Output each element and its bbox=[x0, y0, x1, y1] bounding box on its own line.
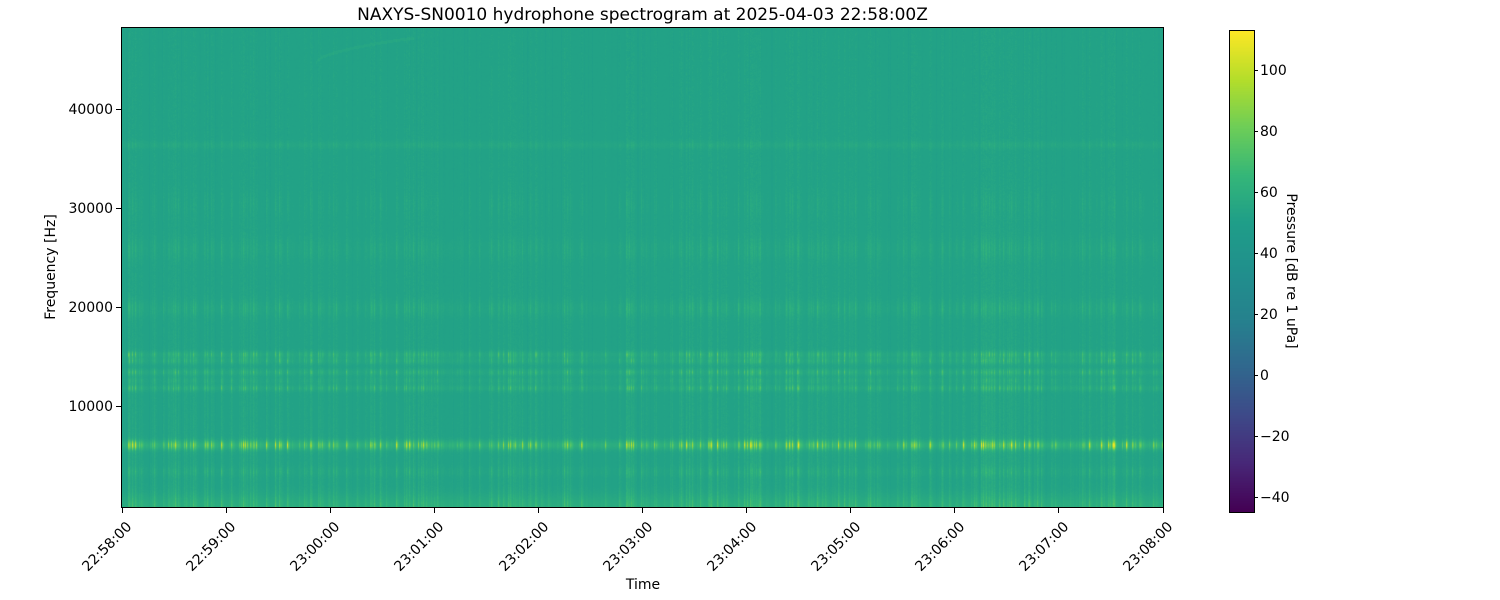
y-tick bbox=[116, 109, 121, 111]
y-tick bbox=[116, 307, 121, 309]
colorbar bbox=[1229, 30, 1255, 513]
colorbar-tick bbox=[1254, 436, 1258, 438]
x-tick-label: 23:04:00 bbox=[704, 519, 760, 575]
colorbar-tick bbox=[1254, 314, 1258, 316]
x-tick-label: 23:01:00 bbox=[391, 519, 448, 575]
x-tick bbox=[1058, 508, 1060, 513]
colorbar-tick-label: 0 bbox=[1260, 367, 1269, 384]
x-tick bbox=[225, 508, 227, 513]
x-tick-label: 23:03:00 bbox=[600, 519, 656, 575]
x-tick-label: 22:59:00 bbox=[183, 519, 240, 575]
colorbar-label: Pressure [dB re 1 uPa] bbox=[1283, 193, 1299, 349]
colorbar-tick bbox=[1254, 253, 1258, 255]
y-tick-label: 20000 bbox=[68, 299, 113, 316]
y-tick-label: 10000 bbox=[68, 398, 113, 415]
colorbar-tick-label: 40 bbox=[1260, 245, 1278, 262]
x-tick bbox=[433, 508, 435, 513]
colorbar-tick-label: 60 bbox=[1260, 184, 1278, 201]
x-tick-label: 22:58:00 bbox=[79, 519, 136, 575]
colorbar-tick bbox=[1254, 192, 1258, 194]
colorbar-tick-label: 80 bbox=[1260, 123, 1278, 140]
colorbar-tick-label: −20 bbox=[1260, 428, 1290, 445]
colorbar-tick-label: 20 bbox=[1260, 306, 1278, 323]
x-tick bbox=[329, 508, 331, 513]
x-tick-label: 23:08:00 bbox=[1120, 519, 1177, 575]
colorbar-tick bbox=[1254, 131, 1258, 133]
x-tick-label: 23:06:00 bbox=[912, 519, 969, 575]
spectrogram-heatmap bbox=[122, 28, 1163, 507]
y-tick bbox=[116, 406, 121, 408]
plot-area bbox=[121, 27, 1164, 508]
colorbar-tick bbox=[1254, 375, 1258, 377]
colorbar-tick bbox=[1254, 70, 1258, 72]
x-tick bbox=[1162, 508, 1164, 513]
y-tick-label: 40000 bbox=[68, 101, 113, 118]
x-tick bbox=[121, 508, 123, 513]
x-tick-label: 23:00:00 bbox=[287, 519, 344, 575]
colorbar-tick-label: −40 bbox=[1260, 489, 1290, 506]
x-tick-label: 23:02:00 bbox=[495, 519, 552, 575]
x-tick bbox=[954, 508, 956, 513]
y-tick-label: 30000 bbox=[68, 200, 113, 217]
x-tick bbox=[537, 508, 539, 513]
chart-title: NAXYS-SN0010 hydrophone spectrogram at 2… bbox=[357, 5, 928, 25]
x-tick bbox=[746, 508, 748, 513]
y-tick bbox=[116, 208, 121, 210]
x-tick-label: 23:07:00 bbox=[1016, 519, 1073, 575]
x-tick bbox=[850, 508, 852, 513]
y-axis-label: Frequency [Hz] bbox=[43, 214, 59, 320]
x-tick-label: 23:05:00 bbox=[808, 519, 865, 575]
colorbar-tick-label: 100 bbox=[1260, 62, 1287, 79]
colorbar-tick bbox=[1254, 497, 1258, 499]
x-axis-label: Time bbox=[625, 577, 661, 593]
colorbar-gradient bbox=[1230, 31, 1254, 512]
x-tick bbox=[642, 508, 643, 513]
